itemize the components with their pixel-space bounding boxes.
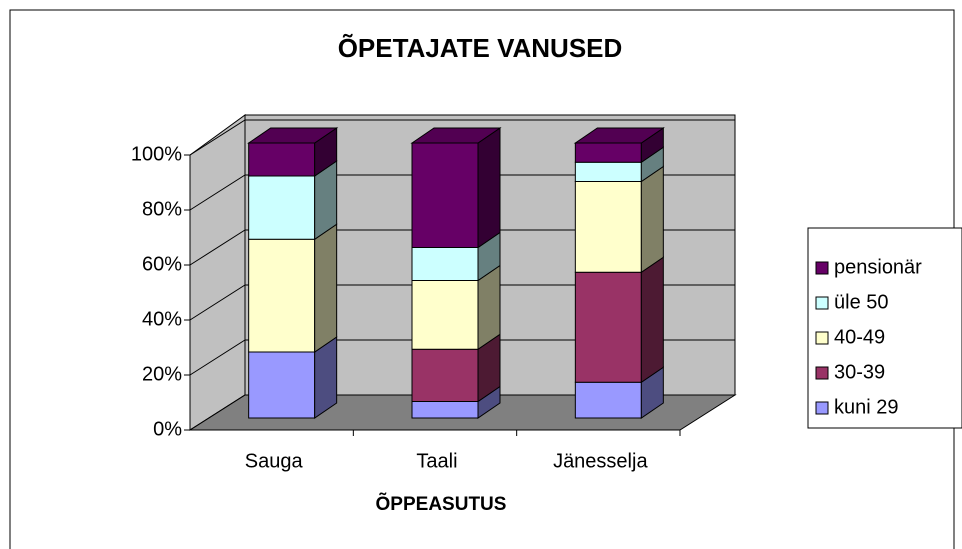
y-tick-label: 0% bbox=[153, 418, 182, 440]
legend-label: 40-49 bbox=[834, 326, 885, 348]
bar bbox=[411, 401, 479, 419]
y-tick-label: 80% bbox=[142, 198, 182, 220]
grid-line bbox=[189, 394, 735, 431]
chart-title: ÕPETAJATE VANUSED bbox=[338, 33, 623, 63]
grid-line bbox=[189, 284, 735, 321]
legend-swatch bbox=[815, 331, 829, 345]
legend-swatch bbox=[815, 296, 829, 310]
legend-label: 30-39 bbox=[834, 361, 885, 383]
bar bbox=[574, 381, 642, 419]
y-tick-label: 20% bbox=[142, 363, 182, 385]
bar bbox=[248, 351, 316, 419]
bar bbox=[411, 142, 479, 248]
bar bbox=[574, 271, 642, 383]
bar-top bbox=[247, 127, 339, 144]
bar bbox=[248, 238, 316, 353]
y-tick-label: 100% bbox=[131, 143, 182, 165]
grid-line bbox=[189, 119, 735, 156]
bar bbox=[248, 142, 316, 177]
bar-side bbox=[640, 165, 664, 274]
legend-label: pensionär bbox=[834, 256, 922, 278]
x-axis-title: ÕPPEASUTUS bbox=[376, 493, 507, 515]
legend-swatch bbox=[815, 366, 829, 380]
legend-swatch bbox=[815, 401, 829, 415]
bar-side bbox=[314, 223, 338, 353]
grid-line bbox=[189, 229, 735, 266]
grid-line bbox=[189, 174, 735, 211]
bar bbox=[574, 181, 642, 273]
bar bbox=[411, 280, 479, 350]
bar-top bbox=[410, 127, 502, 144]
legend-label: kuni 29 bbox=[834, 396, 899, 418]
bar bbox=[248, 175, 316, 240]
grid-line bbox=[189, 339, 735, 376]
y-tick-label: 40% bbox=[142, 308, 182, 330]
bar bbox=[574, 161, 642, 182]
x-tick-label: Taali bbox=[416, 450, 457, 472]
side-wall bbox=[189, 114, 246, 431]
bar bbox=[574, 142, 642, 163]
x-tick-label: Sauga bbox=[245, 450, 304, 472]
bar-side bbox=[477, 127, 501, 249]
bar-side bbox=[640, 256, 664, 384]
bar bbox=[411, 247, 479, 281]
bar bbox=[411, 348, 479, 402]
legend bbox=[807, 227, 962, 429]
x-tick-label: Jänesselja bbox=[553, 450, 648, 472]
legend-swatch bbox=[815, 261, 829, 275]
legend-label: üle 50 bbox=[834, 291, 889, 313]
bar-top bbox=[573, 127, 665, 144]
y-tick-label: 60% bbox=[142, 253, 182, 275]
